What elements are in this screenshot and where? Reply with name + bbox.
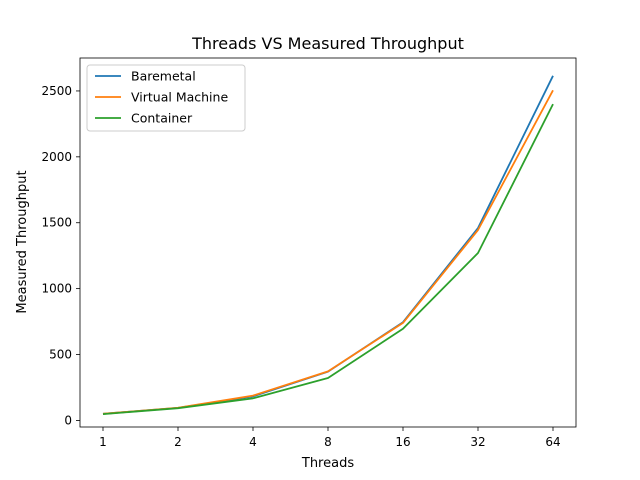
x-tick-label: 2 xyxy=(174,435,182,449)
y-tick-label: 500 xyxy=(49,348,72,362)
y-axis-label: Measured Throughput xyxy=(15,170,30,313)
y-tick-label: 0 xyxy=(64,413,72,427)
x-tick-label: 8 xyxy=(324,435,332,449)
series-lines xyxy=(102,75,554,415)
x-axis: 1 2 4 8 16 32 64 xyxy=(99,427,561,449)
x-tick-label: 4 xyxy=(249,435,257,449)
series-line-2 xyxy=(102,103,554,415)
legend-label: Container xyxy=(131,111,193,126)
legend-label: Virtual Machine xyxy=(131,90,228,105)
y-tick-label: 1000 xyxy=(41,282,72,296)
x-tick-label: 32 xyxy=(470,435,485,449)
x-tick-label: 16 xyxy=(395,435,410,449)
x-tick-label: 64 xyxy=(545,435,560,449)
y-axis: 0 500 1000 1500 2000 2500 xyxy=(41,84,80,427)
x-axis-label: Threads xyxy=(301,456,354,471)
x-tick-label: 1 xyxy=(99,435,107,449)
legend: Baremetal Virtual Machine Container xyxy=(86,64,246,132)
y-tick-label: 2000 xyxy=(41,150,72,164)
y-tick-label: 2500 xyxy=(41,84,72,98)
legend-label: Baremetal xyxy=(131,69,196,84)
legend-frame xyxy=(86,64,246,132)
series-line-1 xyxy=(102,89,554,415)
y-tick-label: 1500 xyxy=(41,216,72,230)
chart-title: Threads VS Measured Throughput xyxy=(191,34,464,53)
